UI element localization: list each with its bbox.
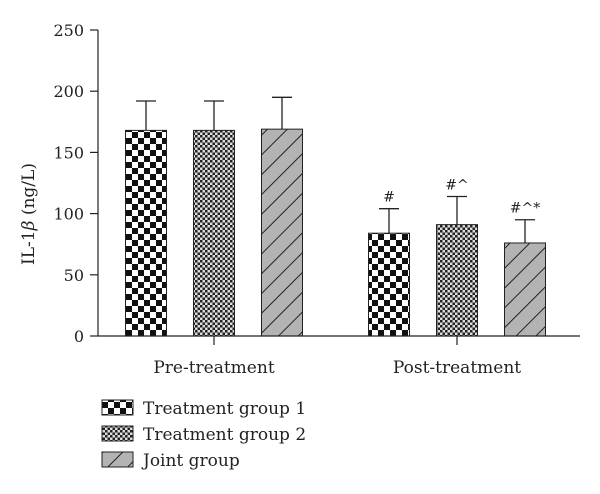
x-category-label: Pre-treatment — [153, 358, 274, 378]
y-tick-label: 200 — [53, 82, 84, 101]
y-tick-label: 0 — [74, 327, 84, 346]
legend-label: Treatment group 2 — [143, 425, 306, 445]
bar — [436, 224, 478, 337]
legend-label: Joint group — [141, 451, 240, 471]
bar — [125, 129, 167, 337]
y-tick-label: 100 — [53, 205, 84, 224]
legend-swatch — [101, 399, 134, 416]
y-axis-title-suffix: (ng/L) — [19, 163, 39, 221]
bars — [125, 128, 546, 337]
legend-label: Treatment group 1 — [143, 399, 306, 419]
y-tick-label: 50 — [64, 266, 84, 285]
y-tick-label: 150 — [53, 143, 84, 162]
bar — [368, 232, 410, 337]
y-axis-title-symbol: β — [19, 220, 39, 231]
legend-swatch — [101, 451, 134, 468]
bar — [261, 128, 303, 337]
significance-mark: #^ — [445, 177, 468, 193]
error-bars — [136, 96, 535, 243]
y-axis-ticks: 0 50 100 150 200 250 — [53, 21, 98, 346]
legend-swatch — [101, 425, 134, 442]
x-category-label: Post-treatment — [393, 358, 521, 378]
bar — [193, 129, 235, 337]
bar — [504, 242, 546, 337]
y-axis-title: IL-1β (ng/L) — [19, 163, 39, 265]
significance-annotations: # #^ #^* — [383, 177, 540, 216]
significance-mark: # — [383, 190, 395, 206]
x-axis-categories: Pre-treatment Post-treatment — [153, 336, 521, 378]
significance-mark: #^* — [510, 201, 540, 217]
y-axis-title-prefix: IL-1 — [19, 230, 39, 265]
legend: Treatment group 1 Treatment group 2 Joint … — [101, 399, 306, 471]
y-tick-label: 250 — [53, 21, 84, 40]
